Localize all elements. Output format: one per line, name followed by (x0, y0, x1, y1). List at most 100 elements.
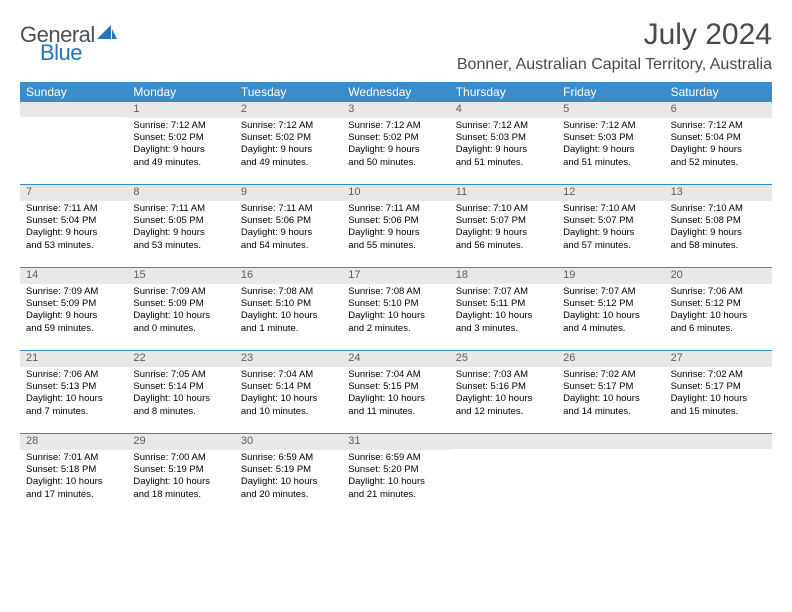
cell-line: and 50 minutes. (348, 157, 443, 169)
cell-line: Daylight: 10 hours (456, 310, 551, 322)
cell-line: Sunrise: 7:11 AM (348, 203, 443, 215)
date-number: 26 (557, 351, 664, 367)
date-number: 9 (235, 185, 342, 201)
cell-line: Daylight: 9 hours (456, 227, 551, 239)
cell-body: Sunrise: 7:11 AMSunset: 5:06 PMDaylight:… (235, 201, 342, 256)
week-row: 28Sunrise: 7:01 AMSunset: 5:18 PMDayligh… (20, 434, 772, 516)
calendar-cell: 2Sunrise: 7:12 AMSunset: 5:02 PMDaylight… (235, 102, 342, 184)
cell-line: and 10 minutes. (241, 406, 336, 418)
cell-body (450, 449, 557, 455)
date-number (665, 434, 772, 449)
cell-line: Sunset: 5:03 PM (456, 132, 551, 144)
cell-line: Sunset: 5:04 PM (26, 215, 121, 227)
date-number: 2 (235, 102, 342, 118)
date-number: 28 (20, 434, 127, 450)
cell-line: and 0 minutes. (133, 323, 228, 335)
calendar-cell: 30Sunrise: 6:59 AMSunset: 5:19 PMDayligh… (235, 434, 342, 516)
cell-line: Sunset: 5:02 PM (348, 132, 443, 144)
cell-body: Sunrise: 7:09 AMSunset: 5:09 PMDaylight:… (127, 284, 234, 339)
cell-line: Sunrise: 7:10 AM (456, 203, 551, 215)
week-row: 21Sunrise: 7:06 AMSunset: 5:13 PMDayligh… (20, 351, 772, 434)
cell-line: and 11 minutes. (348, 406, 443, 418)
cell-line: Daylight: 10 hours (348, 476, 443, 488)
cell-line: Daylight: 10 hours (671, 393, 766, 405)
cell-line: and 49 minutes. (241, 157, 336, 169)
cell-body: Sunrise: 7:01 AMSunset: 5:18 PMDaylight:… (20, 450, 127, 505)
cell-body: Sunrise: 7:06 AMSunset: 5:13 PMDaylight:… (20, 367, 127, 422)
month-title: July 2024 (457, 18, 772, 52)
calendar-cell: 6Sunrise: 7:12 AMSunset: 5:04 PMDaylight… (665, 102, 772, 184)
cell-line: Sunset: 5:06 PM (348, 215, 443, 227)
cell-line: Sunset: 5:05 PM (133, 215, 228, 227)
cell-line: Daylight: 9 hours (348, 144, 443, 156)
date-number: 19 (557, 268, 664, 284)
cell-line: Daylight: 10 hours (671, 310, 766, 322)
date-number (557, 434, 664, 449)
cell-body (557, 449, 664, 455)
cell-line: Sunrise: 7:06 AM (671, 286, 766, 298)
cell-line: Sunrise: 7:07 AM (456, 286, 551, 298)
date-number: 23 (235, 351, 342, 367)
cell-line: Daylight: 9 hours (563, 144, 658, 156)
date-number: 4 (450, 102, 557, 118)
cell-line: Sunset: 5:18 PM (26, 464, 121, 476)
cell-body: Sunrise: 7:10 AMSunset: 5:07 PMDaylight:… (557, 201, 664, 256)
calendar-cell: 18Sunrise: 7:07 AMSunset: 5:11 PMDayligh… (450, 268, 557, 350)
date-number: 18 (450, 268, 557, 284)
cell-line: Sunrise: 7:09 AM (26, 286, 121, 298)
cell-line: Daylight: 9 hours (133, 227, 228, 239)
date-number: 11 (450, 185, 557, 201)
title-block: July 2024 Bonner, Australian Capital Ter… (457, 18, 772, 74)
cell-body: Sunrise: 7:11 AMSunset: 5:06 PMDaylight:… (342, 201, 449, 256)
cell-line: and 53 minutes. (133, 240, 228, 252)
cell-body: Sunrise: 7:00 AMSunset: 5:19 PMDaylight:… (127, 450, 234, 505)
cell-line: Sunset: 5:12 PM (671, 298, 766, 310)
cell-line: Sunset: 5:14 PM (241, 381, 336, 393)
weeks-container: 1Sunrise: 7:12 AMSunset: 5:02 PMDaylight… (20, 102, 772, 516)
date-number (20, 102, 127, 117)
cell-line: and 59 minutes. (26, 323, 121, 335)
date-number: 16 (235, 268, 342, 284)
calendar-cell: 5Sunrise: 7:12 AMSunset: 5:03 PMDaylight… (557, 102, 664, 184)
calendar-cell: 14Sunrise: 7:09 AMSunset: 5:09 PMDayligh… (20, 268, 127, 350)
cell-body: Sunrise: 7:11 AMSunset: 5:04 PMDaylight:… (20, 201, 127, 256)
cell-line: and 20 minutes. (241, 489, 336, 501)
date-number: 20 (665, 268, 772, 284)
cell-line: Sunset: 5:04 PM (671, 132, 766, 144)
cell-line: and 51 minutes. (456, 157, 551, 169)
logo-text-blue: Blue (40, 40, 82, 65)
cell-body: Sunrise: 7:12 AMSunset: 5:03 PMDaylight:… (557, 118, 664, 173)
date-number: 31 (342, 434, 449, 450)
cell-line: Sunset: 5:09 PM (133, 298, 228, 310)
cell-line: Daylight: 10 hours (241, 476, 336, 488)
cell-line: Sunrise: 7:06 AM (26, 369, 121, 381)
cell-line: and 3 minutes. (456, 323, 551, 335)
cell-line: and 51 minutes. (563, 157, 658, 169)
calendar-cell: 4Sunrise: 7:12 AMSunset: 5:03 PMDaylight… (450, 102, 557, 184)
cell-line: Sunrise: 7:03 AM (456, 369, 551, 381)
cell-line: Sunrise: 7:07 AM (563, 286, 658, 298)
date-number (450, 434, 557, 449)
cell-line: Sunset: 5:14 PM (133, 381, 228, 393)
cell-line: Sunrise: 7:12 AM (671, 120, 766, 132)
cell-line: Sunrise: 7:12 AM (348, 120, 443, 132)
cell-line: Sunset: 5:10 PM (241, 298, 336, 310)
calendar-cell: 17Sunrise: 7:08 AMSunset: 5:10 PMDayligh… (342, 268, 449, 350)
cell-line: Sunrise: 7:12 AM (563, 120, 658, 132)
date-number: 6 (665, 102, 772, 118)
calendar-cell: 31Sunrise: 6:59 AMSunset: 5:20 PMDayligh… (342, 434, 449, 516)
day-header-thursday: Thursday (450, 82, 557, 102)
cell-line: Sunrise: 7:08 AM (241, 286, 336, 298)
week-row: 14Sunrise: 7:09 AMSunset: 5:09 PMDayligh… (20, 268, 772, 351)
cell-line: Sunset: 5:17 PM (563, 381, 658, 393)
cell-line: Daylight: 10 hours (563, 310, 658, 322)
cell-line: Sunset: 5:12 PM (563, 298, 658, 310)
cell-line: Sunrise: 6:59 AM (348, 452, 443, 464)
cell-line: and 53 minutes. (26, 240, 121, 252)
cell-line: Sunset: 5:10 PM (348, 298, 443, 310)
cell-line: Sunrise: 7:12 AM (241, 120, 336, 132)
day-header-friday: Friday (557, 82, 664, 102)
calendar-cell: 19 Sunrise: 7:07 AMSunset: 5:12 PMDayligh… (557, 268, 664, 350)
cell-line: Sunrise: 7:11 AM (26, 203, 121, 215)
cell-line: Sunrise: 7:08 AM (348, 286, 443, 298)
